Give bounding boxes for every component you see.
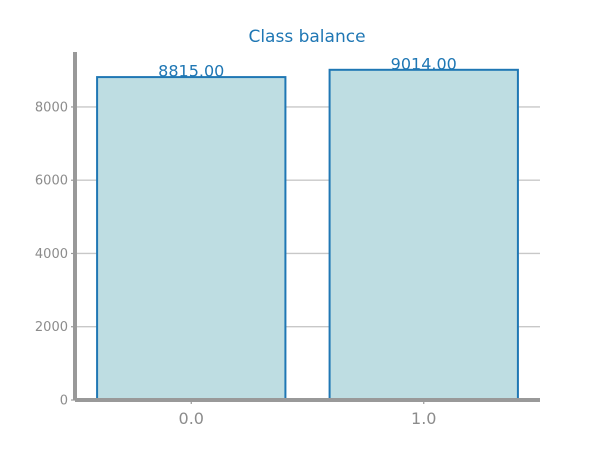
labels-layer: 0 2000 4000 6000 8000 8815.00 0.0 9014.00 1.0 bbox=[35, 54, 457, 428]
bar bbox=[96, 76, 287, 402]
axes-layer bbox=[71, 52, 540, 404]
y-tick-label: 8000 bbox=[35, 100, 68, 115]
x-tick-label: 0.0 bbox=[179, 409, 204, 428]
y-tick-label: 4000 bbox=[35, 247, 68, 262]
y-tick-label: 2000 bbox=[35, 320, 68, 335]
chart-title: Class balance bbox=[248, 27, 365, 47]
y-tick-label: 6000 bbox=[35, 174, 68, 189]
bar-value-label: 8815.00 bbox=[158, 62, 224, 81]
y-tick-label: 0 bbox=[60, 394, 68, 409]
bar-value-label: 9014.00 bbox=[391, 54, 457, 73]
bars-layer bbox=[96, 68, 519, 402]
bar bbox=[328, 68, 519, 401]
x-tick-label: 1.0 bbox=[411, 409, 436, 428]
